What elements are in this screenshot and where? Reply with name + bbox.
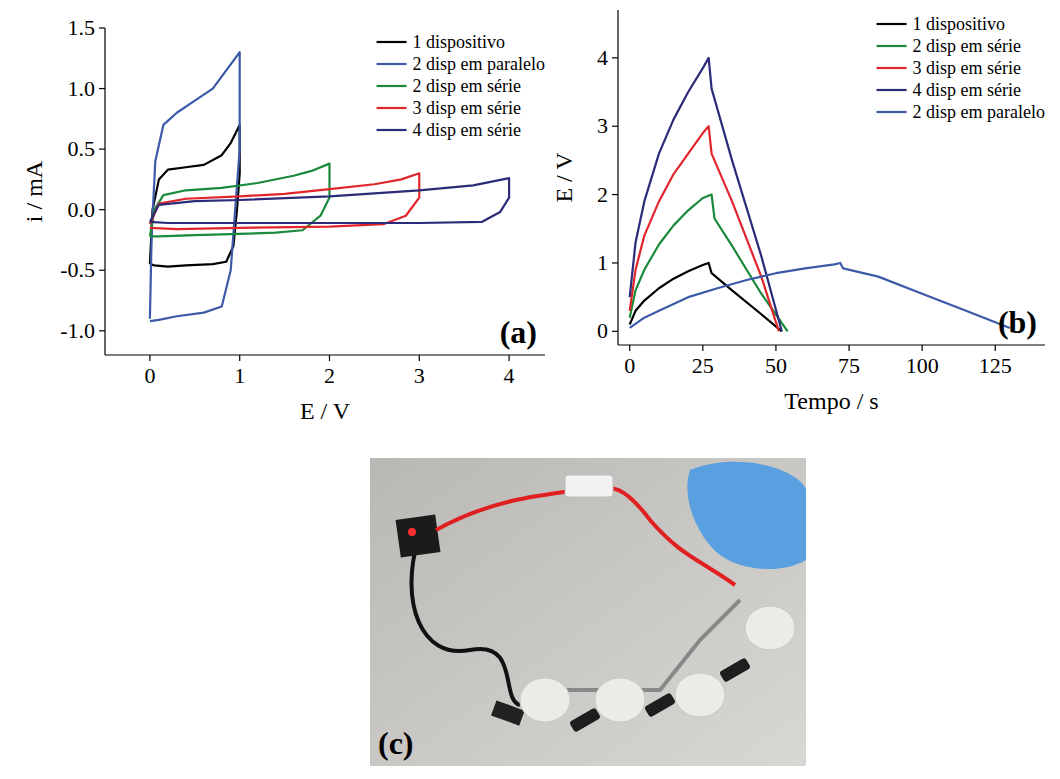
coin-cell (520, 678, 570, 722)
x-tick (995, 345, 996, 351)
legend-swatch (377, 85, 407, 87)
x-tick-label: 75 (838, 353, 860, 378)
x-tick (508, 355, 509, 361)
y-tick (612, 126, 618, 127)
y-tick-label: 0.5 (68, 136, 96, 161)
panel-letter: (c) (378, 725, 414, 761)
y-tick (99, 209, 105, 210)
x-tick-label: 1 (234, 363, 245, 388)
legend-swatch (877, 67, 907, 69)
x-axis-line (105, 354, 545, 355)
photo: (c) (370, 458, 806, 766)
x-tick-label: 4 (504, 363, 515, 388)
y-tick-label: 1.5 (68, 15, 96, 40)
legend-label: 4 disp em série (413, 120, 521, 140)
x-tick-label: 2 (324, 363, 335, 388)
x-tick-label: 25 (692, 353, 714, 378)
x-axis-line (618, 344, 1045, 345)
legend-swatch (377, 63, 407, 65)
y-tick (99, 330, 105, 331)
x-axis-title: Tempo / s (784, 388, 878, 414)
y-axis-title: i / mA (21, 160, 47, 222)
legend-swatch (877, 45, 907, 47)
wire (411, 540, 520, 705)
x-tick-label: 0 (624, 353, 635, 378)
legend-swatch (377, 129, 407, 131)
x-axis-title: E / V (300, 398, 351, 424)
alligator-clip (719, 657, 751, 682)
photo-background (370, 458, 806, 766)
glove (687, 462, 806, 569)
x-tick-label: 0 (144, 363, 155, 388)
y-tick (99, 88, 105, 89)
y-tick (99, 149, 105, 150)
legend: 1 dispositivo2 disp em série3 disp em sé… (877, 14, 1045, 122)
series-line (630, 263, 1010, 328)
x-tick-label: 100 (906, 353, 939, 378)
y-tick-label: 4 (597, 45, 608, 70)
y-tick (99, 270, 105, 271)
y-tick-label: 0.0 (68, 197, 96, 222)
legend-label: 4 disp em série (913, 80, 1021, 100)
legend-swatch (877, 111, 907, 113)
legend: 1 dispositivo2 disp em paralelo2 disp em… (377, 32, 545, 140)
series-line (630, 58, 782, 331)
alligator-clip (644, 692, 676, 717)
x-tick (419, 355, 420, 361)
clip-connector (491, 700, 525, 725)
y-tick (99, 27, 105, 28)
coin-cell (595, 678, 645, 722)
x-tick-label: 125 (979, 353, 1012, 378)
coin-cell (745, 606, 795, 650)
x-tick (922, 345, 923, 351)
x-tick (848, 345, 849, 351)
x-tick (775, 345, 776, 351)
y-tick (612, 57, 618, 58)
y-tick (612, 262, 618, 263)
series-line (630, 126, 779, 331)
legend-label: 3 disp em série (413, 98, 521, 118)
legend-label: 2 disp em série (413, 76, 521, 96)
led-board (396, 514, 441, 557)
alligator-clip (569, 707, 601, 732)
y-tick-label: 1 (597, 250, 608, 275)
x-tick-label: 3 (414, 363, 425, 388)
panel-letter: (b) (998, 304, 1037, 340)
y-tick-label: 2 (597, 182, 608, 207)
legend-label: 2 disp em paralelo (413, 54, 545, 74)
x-tick (702, 345, 703, 351)
legend-label: 1 dispositivo (413, 32, 506, 52)
coin-cell (675, 673, 725, 717)
legend-swatch (877, 89, 907, 91)
y-tick-label: 1.0 (68, 76, 96, 101)
x-tick (149, 355, 150, 361)
x-tick (239, 355, 240, 361)
x-tick-label: 50 (765, 353, 787, 378)
legend-swatch (377, 107, 407, 109)
y-axis-line (104, 28, 105, 355)
legend-label: 2 disp em paralelo (913, 102, 1045, 122)
figure: 0 1 2 3 4 -1.0 -0.5 0.0 0.5 1.0 1.5 E / V i / mA (a) 1… (0, 0, 1060, 779)
legend-swatch (877, 23, 907, 25)
series-line (150, 178, 509, 223)
legend-label: 2 disp em série (913, 36, 1021, 56)
panel: 0 25 50 75 100 125 0 1 2 3 4 Tempo / s E / V (b) 1 dis… (551, 10, 1045, 414)
legend-label: 1 dispositivo (913, 14, 1006, 34)
panel-letter: (a) (500, 314, 537, 350)
led (408, 528, 416, 536)
y-tick-label: -1.0 (60, 318, 95, 343)
y-tick (612, 331, 618, 332)
y-axis-title: E / V (551, 152, 577, 203)
x-tick (329, 355, 330, 361)
legend-swatch (377, 41, 407, 43)
panel: 0 1 2 3 4 -1.0 -0.5 0.0 0.5 1.0 1.5 E / V i / mA (a) 1… (21, 15, 545, 424)
connector (565, 475, 613, 497)
y-axis-line (617, 10, 618, 345)
legend-label: 3 disp em série (913, 58, 1021, 78)
y-tick (612, 194, 618, 195)
y-tick-label: 3 (597, 113, 608, 138)
y-tick-label: 0 (597, 318, 608, 343)
y-tick-label: -0.5 (60, 257, 95, 282)
x-tick (629, 345, 630, 351)
